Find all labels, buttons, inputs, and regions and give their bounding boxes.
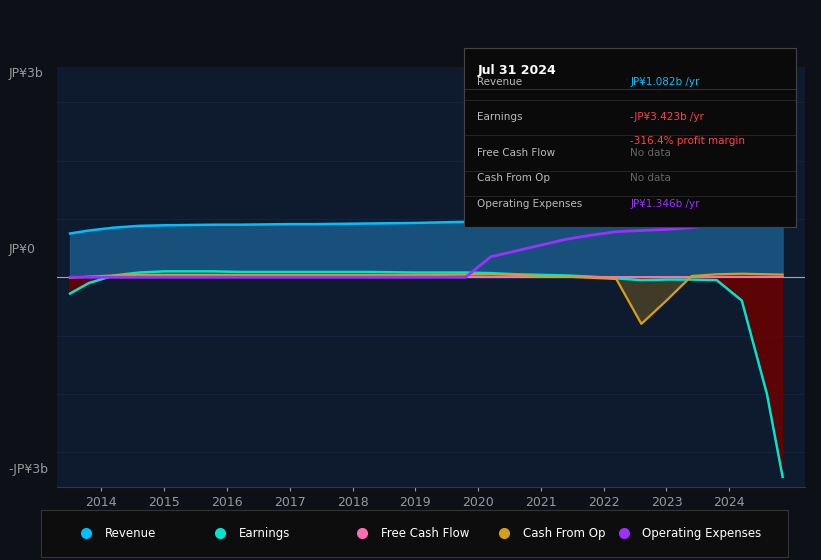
Text: Cash From Op: Cash From Op <box>523 527 605 540</box>
Text: Jul 31 2024: Jul 31 2024 <box>477 64 556 77</box>
Text: -JP¥3b: -JP¥3b <box>8 463 48 476</box>
Text: Operating Expenses: Operating Expenses <box>643 527 762 540</box>
Text: No data: No data <box>631 174 671 184</box>
Text: Free Cash Flow: Free Cash Flow <box>381 527 470 540</box>
Text: Revenue: Revenue <box>104 527 156 540</box>
Text: Operating Expenses: Operating Expenses <box>477 198 582 208</box>
Text: -316.4% profit margin: -316.4% profit margin <box>631 136 745 146</box>
Text: Free Cash Flow: Free Cash Flow <box>477 148 555 158</box>
Text: Earnings: Earnings <box>477 113 523 123</box>
Text: No data: No data <box>631 148 671 158</box>
Text: -JP¥3.423b /yr: -JP¥3.423b /yr <box>631 113 704 123</box>
Text: JP¥3b: JP¥3b <box>8 67 43 80</box>
Text: Cash From Op: Cash From Op <box>477 174 550 184</box>
Text: JP¥1.346b /yr: JP¥1.346b /yr <box>631 198 699 208</box>
Text: Earnings: Earnings <box>239 527 291 540</box>
Text: JP¥0: JP¥0 <box>8 242 35 256</box>
Text: Revenue: Revenue <box>477 77 522 87</box>
Text: JP¥1.082b /yr: JP¥1.082b /yr <box>631 77 699 87</box>
